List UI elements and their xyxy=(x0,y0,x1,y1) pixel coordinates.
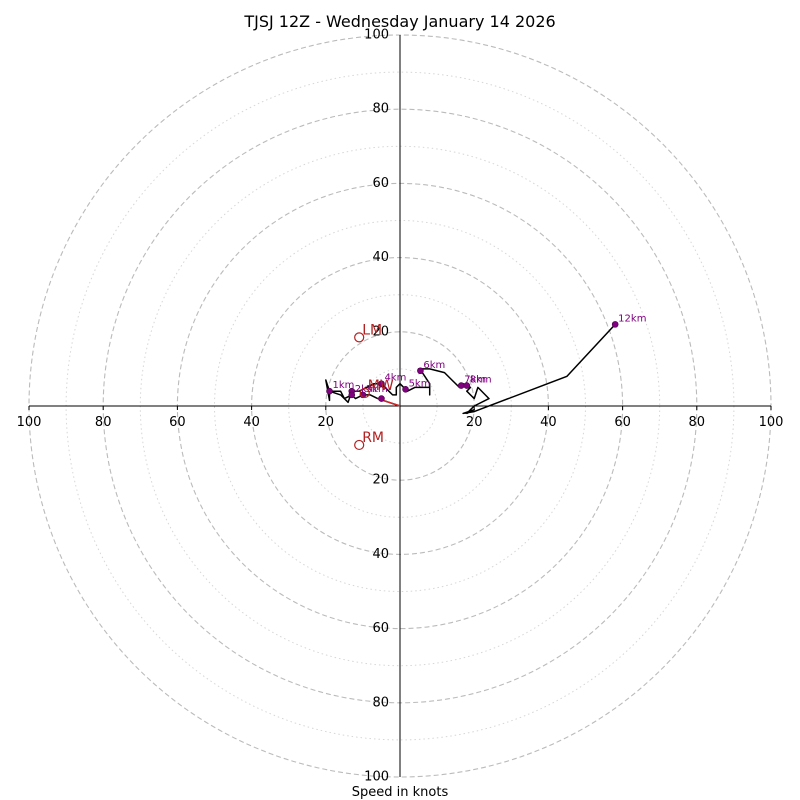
height-marker-dot xyxy=(378,395,385,402)
tick-label-left-80: 80 xyxy=(95,415,112,430)
height-label-7km: 7km xyxy=(464,375,486,386)
height-label-1km: 1km xyxy=(333,380,355,391)
x-axis-label: Speed in knots xyxy=(352,785,449,800)
tick-label-right-40: 40 xyxy=(540,415,557,430)
tick-label-right-60: 60 xyxy=(614,415,631,430)
tick-label-right-20: 20 xyxy=(466,415,483,430)
height-label-12km: 12km xyxy=(618,313,646,324)
hodograph-trace xyxy=(325,323,616,415)
tick-label-left-60: 60 xyxy=(169,415,186,430)
height-marker-1km xyxy=(326,387,333,395)
tick-label-down-60: 60 xyxy=(372,621,389,636)
storm-motion-group: LM RM MW xyxy=(354,322,394,451)
height-label-4km: 4km xyxy=(384,373,406,384)
storm-motion-rm-marker xyxy=(354,439,365,451)
tick-label-up-80: 80 xyxy=(372,102,389,117)
tick-label-up-20: 20 xyxy=(372,324,389,339)
storm-motion-mw-label: MW xyxy=(368,378,394,394)
tick-label-group: 20 20 20 20 40 40 40 40 60 60 60 60 80 80 80 80 100 100 10… xyxy=(17,28,784,785)
height-marker-5km xyxy=(402,386,409,393)
tick-label-down-40: 40 xyxy=(372,547,389,562)
height-marker-4km xyxy=(378,380,385,388)
height-marker-12km xyxy=(611,321,619,328)
tick-label-right-80: 80 xyxy=(689,415,706,430)
storm-motion-mw-marker xyxy=(359,387,370,399)
tick-label-left-20: 20 xyxy=(318,415,335,430)
height-label-2km: 2km xyxy=(355,384,377,395)
height-marker-8km xyxy=(463,382,471,389)
tick-label-up-60: 60 xyxy=(372,176,389,191)
tick-label-up-100: 100 xyxy=(364,28,389,43)
tick-label-left-40: 40 xyxy=(243,415,260,430)
tick-label-down-80: 80 xyxy=(372,695,389,710)
height-marker-2km xyxy=(348,391,356,399)
storm-motion-rm-label: RM xyxy=(362,430,384,446)
height-marker-6km xyxy=(417,367,424,375)
tick-label-down-20: 20 xyxy=(372,473,389,488)
tick-label-right-100: 100 xyxy=(759,415,784,430)
chart-title: TJSJ 12Z - Wednesday January 14 2026 xyxy=(243,12,555,31)
tick-label-left-100: 100 xyxy=(17,415,42,430)
height-label-5km: 5km xyxy=(409,378,431,389)
storm-motion-lm-marker xyxy=(354,332,365,343)
height-label-6km: 6km xyxy=(423,360,445,371)
height-label-8km: 8km xyxy=(470,375,492,386)
tick-label-up-40: 40 xyxy=(372,250,389,265)
storm-motion-lm-label: LM xyxy=(362,322,382,338)
tick-label-down-100: 100 xyxy=(364,770,389,785)
height-label-3km: 3km xyxy=(366,384,388,395)
